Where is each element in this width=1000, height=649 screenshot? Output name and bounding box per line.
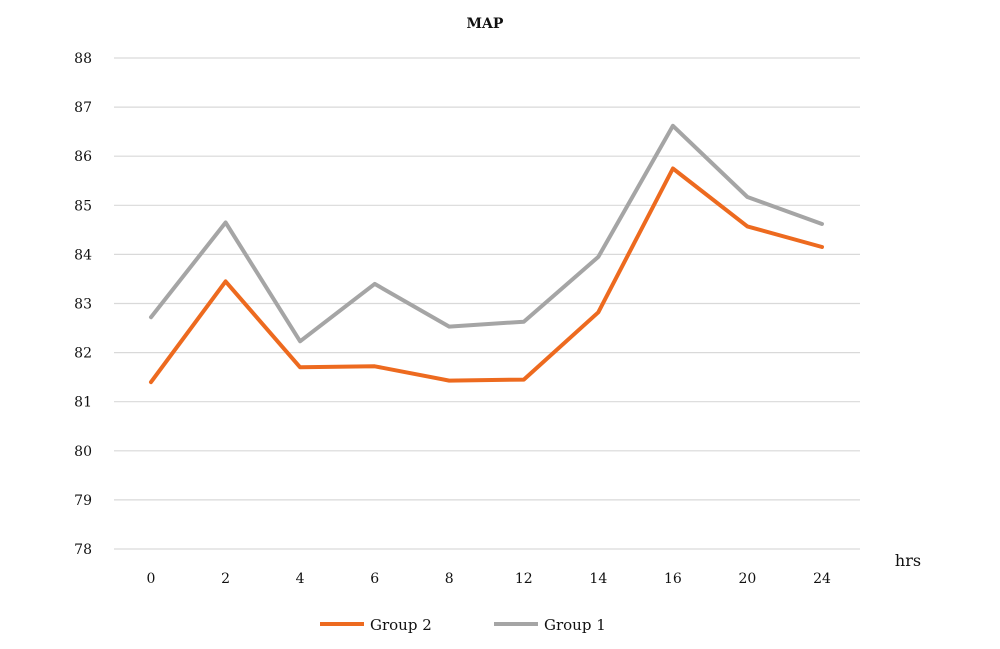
y-tick-label: 79 [74, 493, 92, 509]
chart-title: MAP [467, 16, 504, 32]
x-tick-label: 14 [589, 571, 607, 587]
x-tick-label: 0 [147, 571, 156, 587]
y-tick-label: 82 [74, 346, 92, 362]
y-tick-label: 88 [74, 51, 92, 67]
legend-label: Group 1 [544, 616, 606, 634]
x-axis-ticks: 0 2 4 6 8 12 14 16 20 24 [147, 571, 831, 587]
y-tick-label: 80 [74, 444, 92, 460]
x-tick-label: 6 [370, 571, 379, 587]
x-tick-label: 12 [515, 571, 533, 587]
legend: Group 2 Group 1 [320, 616, 606, 634]
y-axis-ticks: 78 79 80 81 82 83 84 85 86 87 88 [74, 51, 92, 558]
x-tick-label: 20 [739, 571, 757, 587]
series-line [149, 166, 824, 385]
y-tick-label: 84 [74, 247, 92, 263]
x-tick-label: 16 [664, 571, 682, 587]
x-tick-label: 4 [296, 571, 305, 587]
y-tick-label: 85 [74, 198, 92, 214]
y-tick-label: 83 [74, 297, 92, 313]
series-line [149, 123, 824, 344]
y-tick-label: 87 [74, 100, 92, 116]
x-tick-label: 8 [445, 571, 454, 587]
y-tick-label: 81 [74, 395, 92, 411]
legend-label: Group 2 [370, 616, 432, 634]
x-axis-label: hrs [895, 551, 921, 570]
x-tick-label: 2 [221, 571, 230, 587]
x-tick-label: 24 [813, 571, 831, 587]
y-tick-label: 78 [74, 542, 92, 558]
gridlines [114, 57, 860, 550]
series-lines [149, 123, 824, 385]
y-tick-label: 86 [74, 149, 92, 165]
